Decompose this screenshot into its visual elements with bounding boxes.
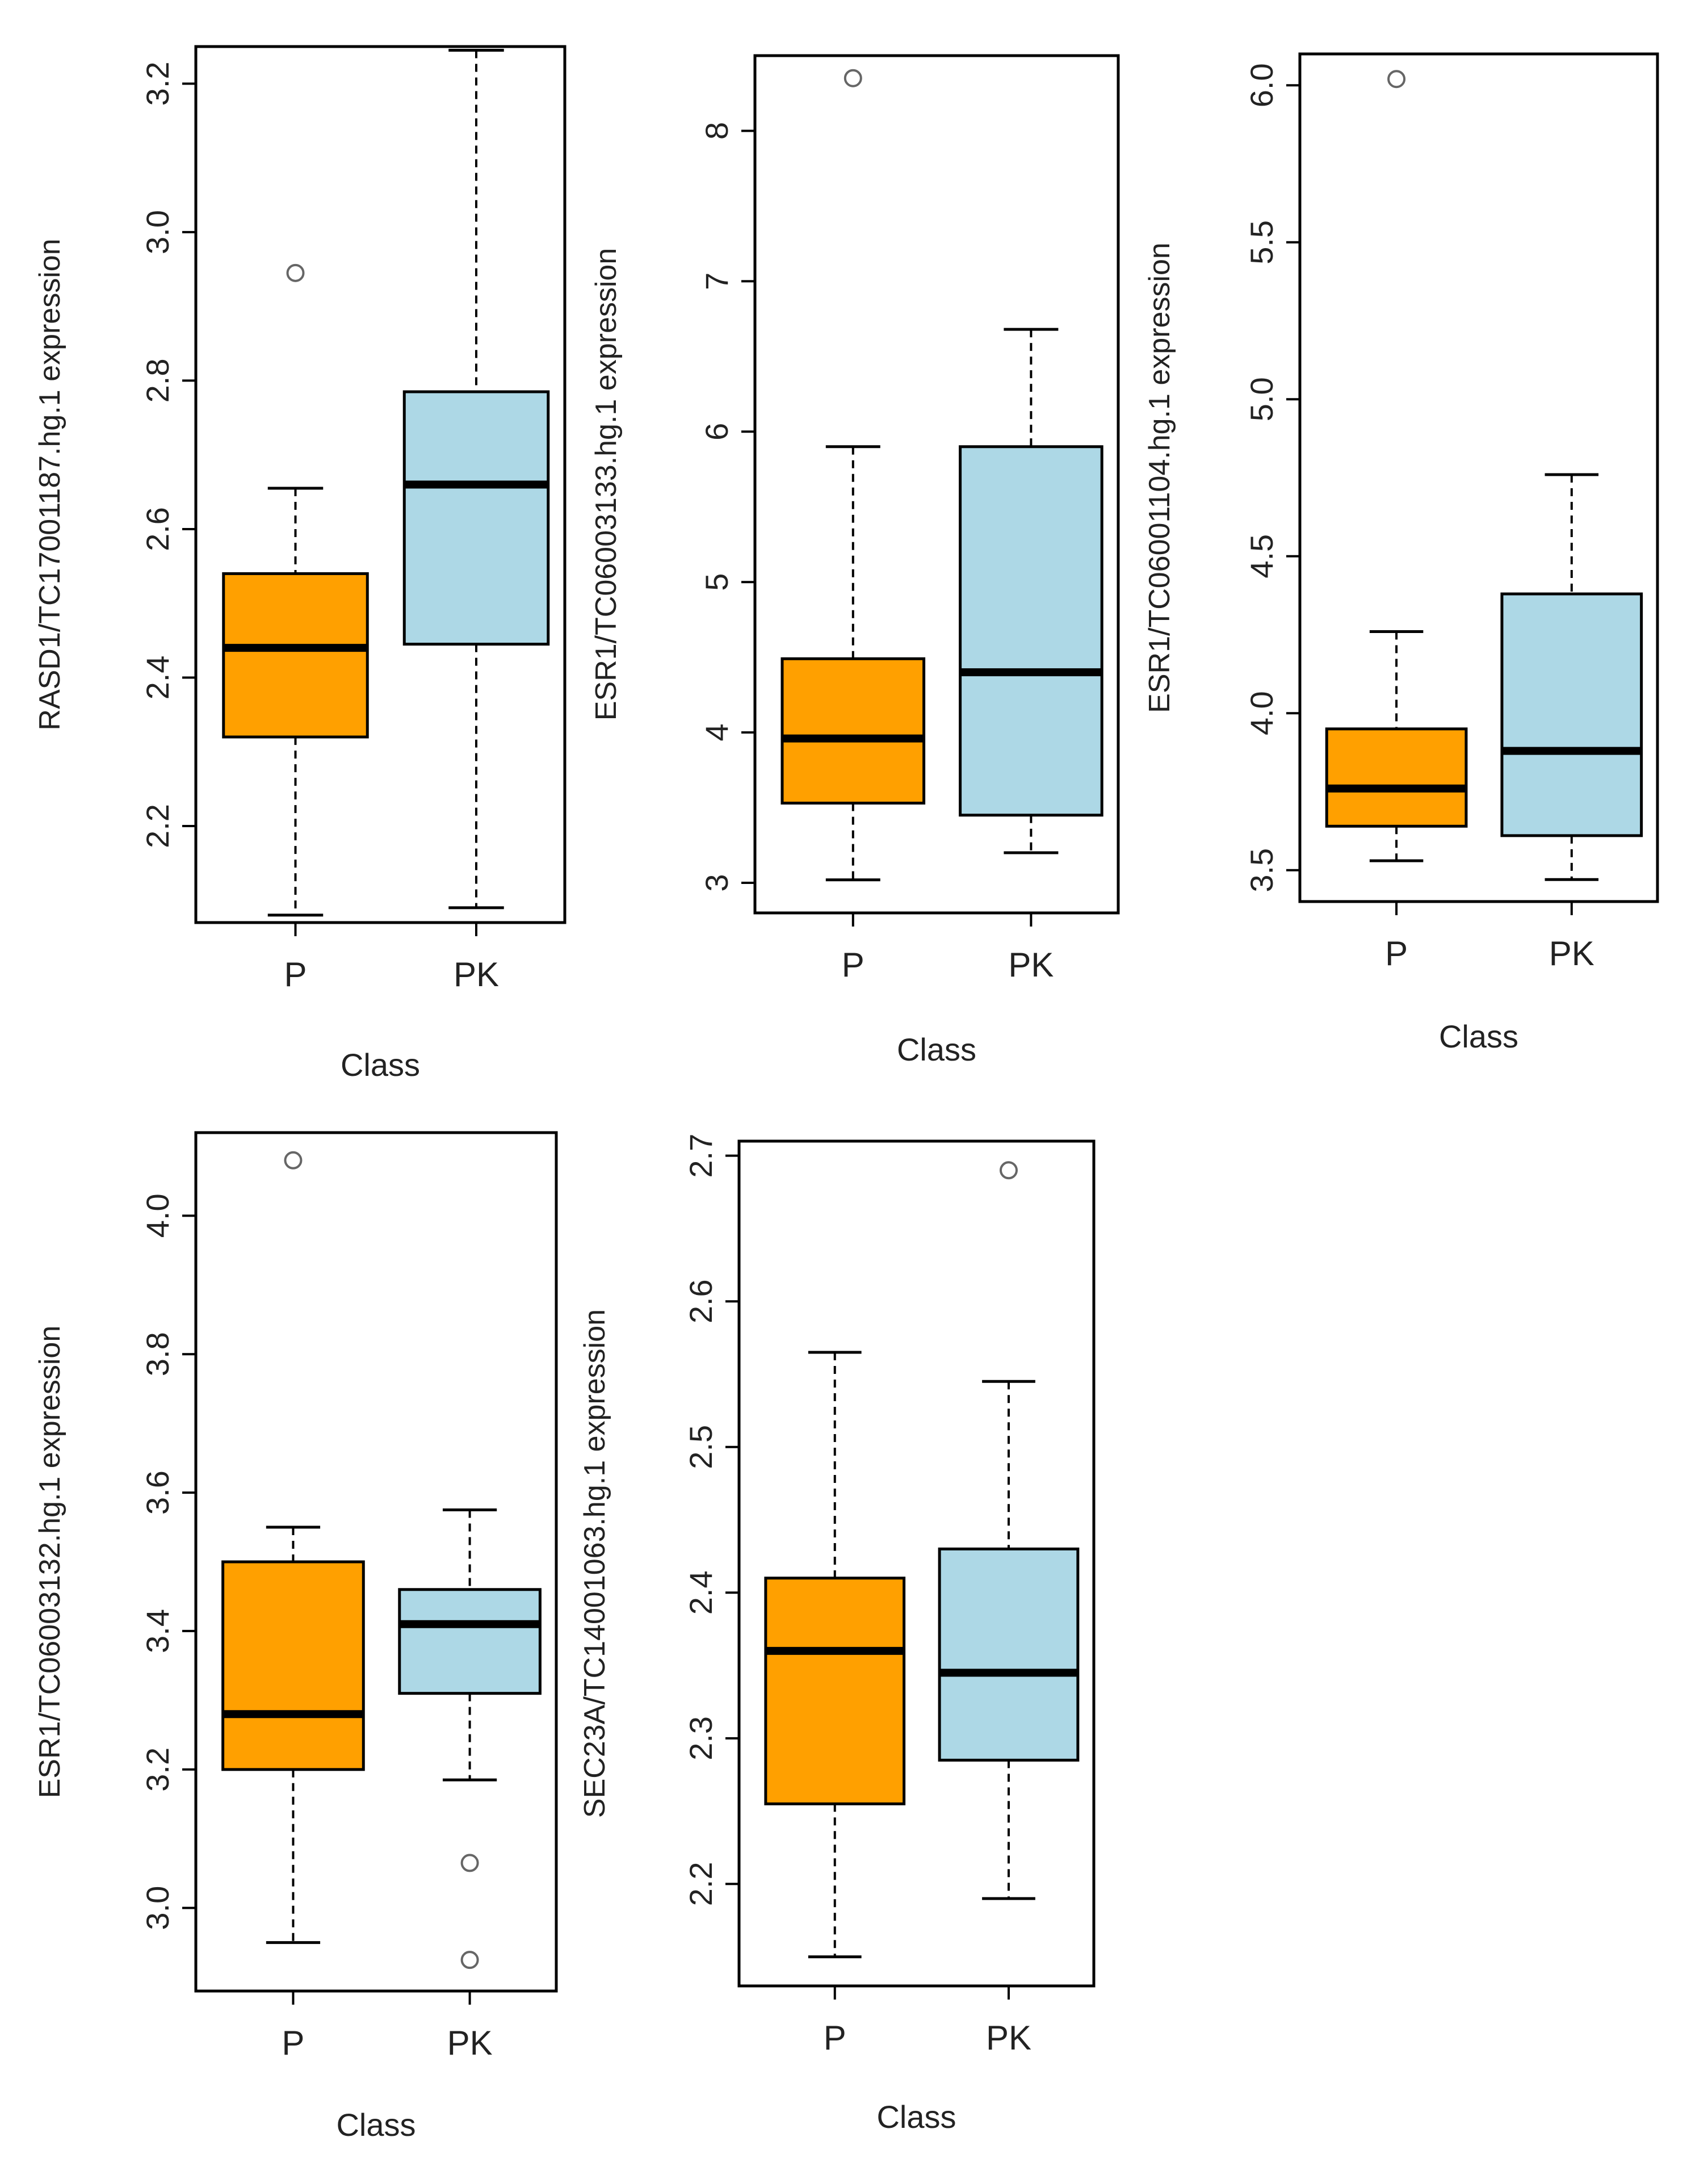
x-tick-label-pk: PK	[454, 955, 499, 994]
y-tick-label: 2.2	[140, 804, 175, 848]
y-tick-label: 3	[699, 874, 735, 891]
x-tick-label-p: P	[282, 2024, 304, 2062]
box-pk	[959, 445, 1103, 817]
y-axis-label: ESR1/TC06001104.hg.1 expression	[1143, 242, 1176, 713]
y-axis-label: SEC23A/TC14001063.hg.1 expression	[578, 1309, 611, 1818]
box-pk	[938, 1547, 1080, 1762]
plot-frame	[194, 1131, 558, 1993]
y-axis-label: ESR1/TC06003133.hg.1 expression	[590, 248, 623, 721]
y-tick-label: 4.5	[1244, 534, 1279, 579]
outlier-point-pk	[460, 1854, 479, 1872]
plot-frame	[1298, 52, 1659, 903]
box-pk	[398, 1588, 542, 1695]
x-tick-label-pk: PK	[1549, 934, 1594, 973]
y-tick-label: 6.0	[1244, 63, 1279, 107]
box-p	[780, 657, 926, 805]
y-tick-label: 3.4	[140, 1609, 175, 1653]
y-tick-label: 3.2	[140, 61, 175, 106]
y-tick-label: 2.6	[140, 507, 175, 551]
y-tick-label: 3.2	[140, 1747, 175, 1792]
y-tick-label: 8	[699, 122, 735, 140]
y-tick-label: 3.0	[140, 210, 175, 254]
y-tick-label: 2.5	[683, 1425, 719, 1469]
y-tick-label: 2.6	[683, 1279, 719, 1323]
y-tick-label: 2.7	[683, 1134, 719, 1178]
box-p	[1325, 727, 1468, 828]
x-axis-label: Class	[336, 2107, 416, 2143]
panel-2: 3 4 5 6 7 8 ESR1/TC06003133.hg.1 expression P PK…	[590, 54, 1120, 1067]
box-p	[222, 572, 369, 739]
y-tick-label: 6	[699, 423, 735, 441]
y-tick-label: 3.8	[140, 1332, 175, 1376]
y-tick-label: 2.2	[683, 1862, 719, 1906]
outlier-point-p	[286, 263, 305, 282]
outlier-point-p	[843, 69, 862, 87]
plot-frame	[194, 45, 566, 924]
y-tick-label: 3.5	[1244, 848, 1279, 892]
y-tick-label: 3.6	[140, 1470, 175, 1515]
y-tick-label: 2.4	[140, 656, 175, 700]
y-tick-label: 5.0	[1244, 377, 1279, 421]
x-axis-label: Class	[876, 2099, 956, 2135]
y-tick-label: 4	[699, 724, 735, 741]
x-tick-label-pk: PK	[1008, 946, 1054, 984]
x-tick-label-p: P	[824, 2019, 846, 2057]
y-tick-label: 4.0	[140, 1193, 175, 1238]
box-pk	[1500, 592, 1643, 837]
x-axis-label: Class	[1439, 1019, 1518, 1054]
x-tick-label-p: P	[1385, 934, 1408, 973]
box-p	[764, 1577, 906, 1805]
y-axis-label: ESR1/TC06003132.hg.1 expression	[33, 1326, 66, 1799]
plot-frame	[753, 54, 1120, 915]
panel-1: 2.2 2.4 2.6 2.8 3.0 3.2 RASD1/TC17001187.hg.1 …	[33, 45, 566, 1083]
x-tick-label-pk: PK	[986, 2019, 1031, 2057]
y-tick-label: 5	[699, 573, 735, 591]
y-tick-label: 7	[699, 273, 735, 290]
outlier-point-pk	[460, 1951, 479, 1969]
panel-5: 2.2 2.3 2.4 2.5 2.6 2.7 SEC23A/TC14001063.hg.1…	[578, 1134, 1096, 2135]
y-tick-label: 3.0	[140, 1886, 175, 1930]
box-p	[221, 1560, 365, 1771]
y-tick-label: 2.8	[140, 359, 175, 403]
x-axis-label: Class	[897, 1032, 976, 1067]
x-tick-label-p: P	[842, 946, 865, 984]
y-axis-label: RASD1/TC17001187.hg.1 expression	[33, 238, 66, 730]
box-pk	[402, 390, 550, 646]
x-tick-label-p: P	[284, 955, 307, 994]
y-tick-label: 2.3	[683, 1716, 719, 1761]
outlier-point-pk	[1000, 1161, 1018, 1180]
y-tick-label: 5.5	[1244, 220, 1279, 265]
outlier-point-p	[284, 1151, 303, 1170]
panel-4: 3.0 3.2 3.4 3.6 3.8 4.0 ESR1/TC06003132.hg.1 e…	[33, 1131, 558, 2143]
outlier-point-p	[1387, 70, 1406, 89]
plot-frame	[737, 1139, 1096, 1988]
y-tick-label: 4.0	[1244, 691, 1279, 735]
panel-3: 3.5 4.0 4.5 5.0 5.5 6.0 ESR1/TC06001104.hg.1 e…	[1143, 52, 1659, 1054]
x-tick-label-pk: PK	[447, 2024, 493, 2062]
x-axis-label: Class	[341, 1047, 420, 1083]
y-tick-label: 2.4	[683, 1570, 719, 1615]
